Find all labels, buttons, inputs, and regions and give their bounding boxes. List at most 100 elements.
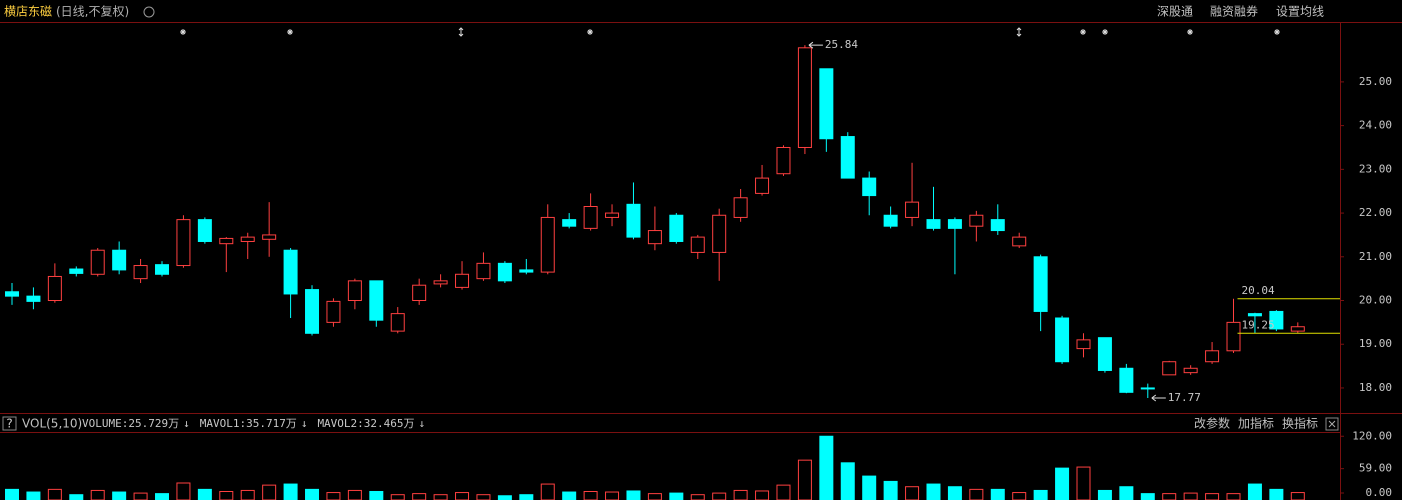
candle-body <box>1097 337 1112 371</box>
event-marker <box>1016 27 1022 37</box>
candle-body <box>283 249 298 295</box>
event-marker <box>1102 29 1108 35</box>
volume-bar <box>540 483 555 500</box>
candle-body <box>1183 367 1198 374</box>
volume-bar <box>112 491 127 500</box>
event-marker <box>587 29 593 35</box>
volume-bar <box>1269 488 1284 500</box>
y-tick-label: 22.00 <box>1359 206 1392 219</box>
button[interactable]: 设置均线 <box>1276 5 1324 19</box>
volume-bar <box>176 482 191 500</box>
candle-body <box>669 214 684 242</box>
readout: MAVOL2:32.465万 <box>317 417 414 430</box>
volume-bar <box>1140 493 1155 500</box>
candle-body <box>883 214 898 227</box>
candle-body <box>390 313 405 332</box>
candle-body <box>47 275 62 302</box>
settings-icon[interactable] <box>143 6 155 18</box>
candle-body <box>1269 310 1284 330</box>
volume-bar <box>1205 493 1220 500</box>
volume-bar <box>797 459 812 500</box>
volume-bar <box>712 492 727 500</box>
volume-bar <box>690 494 705 500</box>
candle-body <box>219 237 234 245</box>
volume-bar <box>926 483 941 500</box>
readout-arrow: ↓ <box>301 417 308 430</box>
volume-bar <box>1183 492 1198 500</box>
indicator-name: VOL(5,10) <box>22 417 82 431</box>
close-button[interactable] <box>1325 417 1339 431</box>
help-icon-glyph[interactable]: ? <box>6 417 12 431</box>
button[interactable]: 融资融券 <box>1210 4 1258 19</box>
extreme-arrow <box>1151 394 1166 402</box>
candle-body <box>626 203 641 238</box>
event-marker <box>287 29 293 35</box>
candle-body <box>1140 387 1155 390</box>
candle-body <box>1033 256 1048 312</box>
volume-bar <box>562 491 577 500</box>
candle-body <box>497 262 512 282</box>
candle-body <box>969 214 984 227</box>
level-label: 20.04 <box>1242 284 1275 297</box>
readout-arrow: ↓ <box>183 417 190 430</box>
volume-bar <box>283 483 298 500</box>
volume-bar <box>433 494 448 500</box>
candle-body <box>840 136 855 179</box>
volume-bar <box>1076 466 1091 500</box>
candle-body <box>562 219 577 227</box>
candle-body <box>605 212 620 218</box>
y-tick-label: 25.00 <box>1359 75 1392 88</box>
candle-body <box>412 284 427 302</box>
readout: MAVOL1:35.717万 <box>200 417 297 430</box>
volume-bar <box>669 492 684 500</box>
volume-bar <box>69 494 84 500</box>
volume-bar <box>155 493 170 500</box>
button[interactable]: 换指标 <box>1282 416 1318 431</box>
volume-bar <box>626 490 641 500</box>
volume-bar <box>455 492 470 500</box>
volume-bar <box>219 491 234 500</box>
volume-bar <box>326 492 341 500</box>
candle-body <box>990 219 1005 232</box>
level-label: 19.25 <box>1242 318 1275 331</box>
candle-body <box>347 280 362 302</box>
candle-body <box>1205 350 1220 363</box>
candle-body <box>862 177 877 197</box>
volume-bar <box>1097 489 1112 500</box>
button[interactable]: 改参数 <box>1194 416 1230 431</box>
volume-bar <box>412 493 427 500</box>
candle-body <box>1055 317 1070 363</box>
volume-bar <box>262 484 277 500</box>
event-marker <box>180 29 186 35</box>
volume-bar <box>776 484 791 500</box>
volume-bar <box>840 462 855 500</box>
help-icon[interactable] <box>2 416 17 431</box>
candle-body <box>369 280 384 321</box>
close-icon[interactable] <box>1328 420 1336 428</box>
button[interactable]: 深股通 <box>1157 5 1193 19</box>
candle-body <box>90 249 105 275</box>
candle-body <box>1162 361 1177 376</box>
stock-name: 横店东磁 <box>4 4 52 19</box>
candle-body <box>690 236 705 253</box>
volume-bar <box>519 494 534 500</box>
volume-bar <box>369 491 384 500</box>
candle-body <box>540 216 555 273</box>
extreme-arrow <box>808 41 823 49</box>
candle-body <box>1119 367 1134 393</box>
volume-bar <box>1012 492 1027 500</box>
readout-arrow: ↓ <box>419 417 426 430</box>
volume-bar <box>47 488 62 500</box>
volume-bar <box>26 491 41 500</box>
candle-body <box>926 219 941 229</box>
volume-bar <box>240 489 255 500</box>
volume-bar <box>862 475 877 500</box>
button[interactable]: 加指标 <box>1238 416 1274 431</box>
candle-body <box>519 269 534 273</box>
candle-body <box>776 146 791 175</box>
volume-bar <box>1290 492 1305 500</box>
y-tick-label: 19.00 <box>1359 337 1392 350</box>
candle-body <box>69 268 84 274</box>
event-marker <box>458 27 464 37</box>
